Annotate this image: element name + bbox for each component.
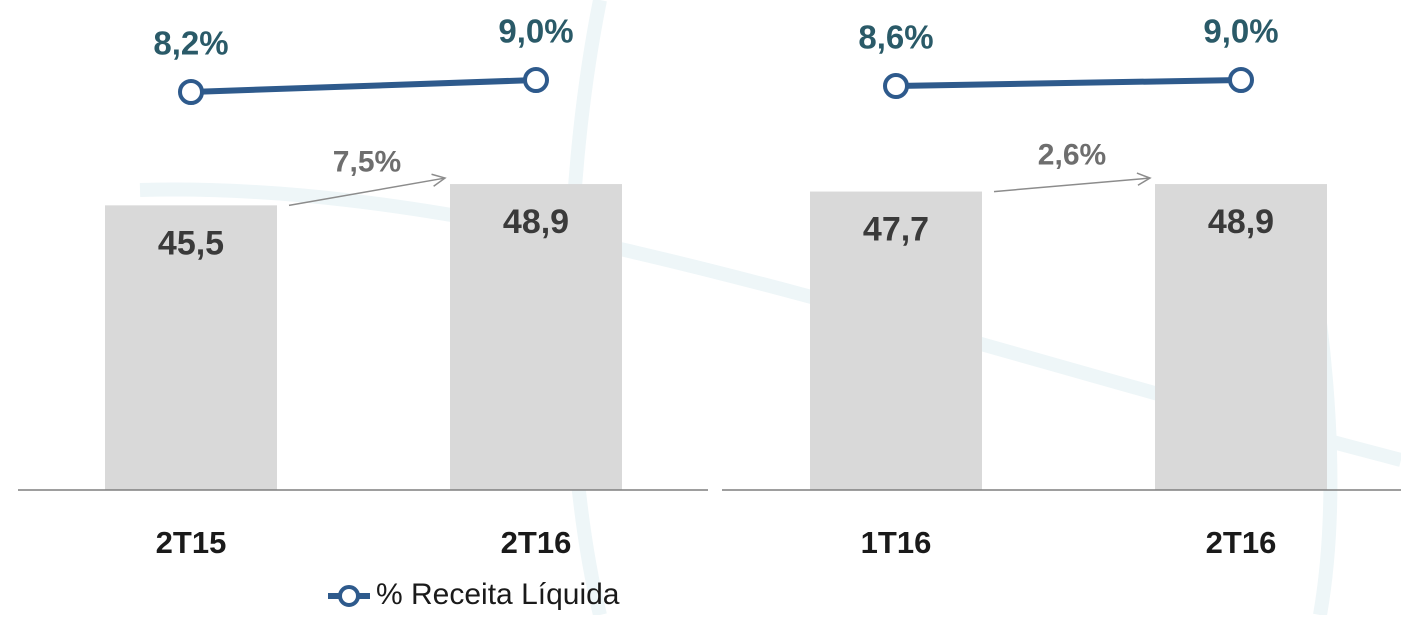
x-tick-label: 1T16 — [861, 525, 932, 560]
line-series — [190, 77, 537, 95]
x-tick-label: 2T16 — [501, 525, 572, 560]
growth-arrow-head — [1136, 172, 1152, 186]
bar — [1155, 184, 1327, 491]
growth-label: 2,6% — [1038, 139, 1106, 172]
line-value-label: 8,6% — [858, 19, 933, 56]
x-tick-label: 2T16 — [1206, 525, 1277, 560]
legend-label: % Receita Líquida — [376, 578, 620, 611]
bar — [105, 205, 277, 491]
bar-value-label: 45,5 — [158, 224, 224, 262]
x-tick-label: 2T15 — [156, 525, 227, 560]
line-value-label: 9,0% — [1203, 13, 1278, 50]
line-series — [895, 77, 1242, 89]
line-marker — [1228, 67, 1254, 93]
line-value-label: 9,0% — [498, 13, 573, 50]
bar-value-label: 48,9 — [1208, 203, 1274, 241]
bar-value-label: 48,9 — [503, 203, 569, 241]
growth-arrow-head — [431, 173, 447, 187]
bar — [810, 191, 982, 491]
line-marker — [523, 67, 549, 93]
line-marker — [883, 73, 909, 99]
legend-swatch-marker — [338, 585, 360, 607]
line-value-label: 8,2% — [153, 25, 228, 62]
growth-label: 7,5% — [333, 146, 401, 179]
bar — [450, 184, 622, 491]
line-marker — [178, 79, 204, 105]
growth-arrow — [288, 177, 446, 207]
bar-value-label: 47,7 — [863, 211, 929, 249]
growth-arrow — [993, 177, 1151, 193]
